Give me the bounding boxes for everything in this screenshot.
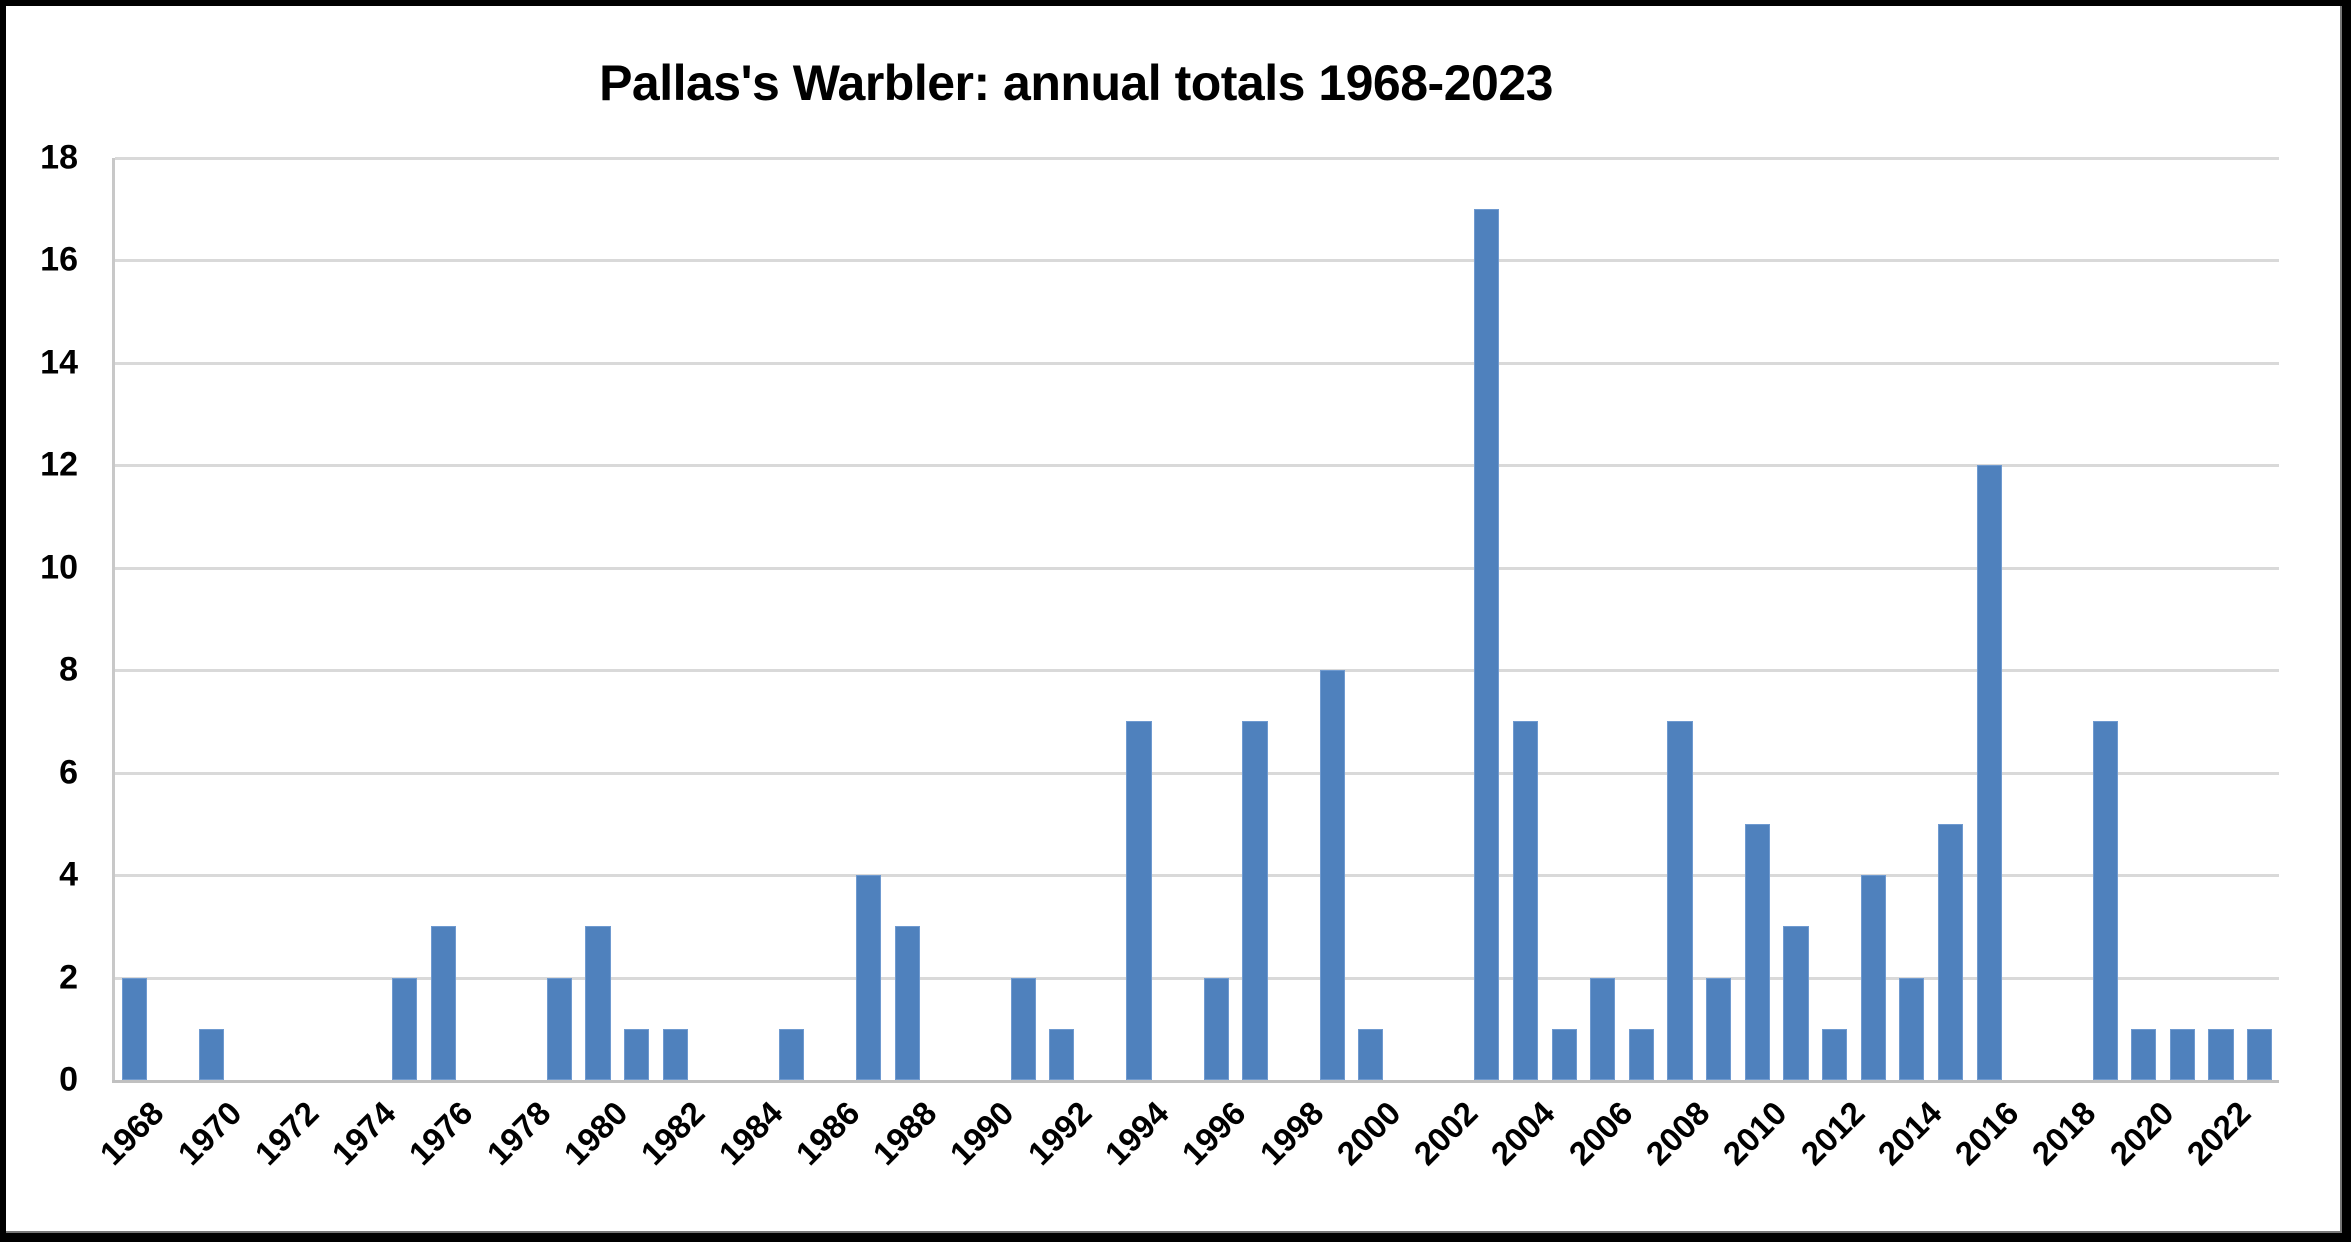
bar-2011 [1783, 926, 1809, 1080]
gridline [115, 771, 2279, 775]
bar-2015 [1937, 823, 1964, 1080]
bar-1975 [392, 977, 418, 1080]
bar-1985 [778, 1028, 804, 1080]
bar-1987 [855, 875, 882, 1080]
bar-1997 [1242, 721, 1268, 1080]
y-tick-label: 6 [59, 753, 78, 792]
y-tick-label: 18 [40, 138, 78, 177]
bar-2022 [2208, 1028, 2234, 1080]
x-axis-line [112, 1080, 2279, 1083]
y-tick-label: 2 [59, 958, 78, 997]
chart-title: Pallas's Warbler: annual totals 1968-202… [599, 55, 1553, 111]
bar-1999 [1319, 670, 1345, 1080]
y-tick-label: 16 [40, 240, 78, 279]
y-axis-line [112, 158, 115, 1080]
bar-1988 [894, 926, 920, 1080]
bar-2008 [1667, 721, 1693, 1080]
bar-2005 [1551, 1028, 1577, 1080]
bar-1992 [1049, 1028, 1075, 1080]
bar-2000 [1358, 1028, 1384, 1080]
bar-2013 [1860, 875, 1886, 1080]
bar-2020 [2131, 1028, 2157, 1080]
bar-2010 [1744, 823, 1770, 1080]
bar-2016 [1976, 465, 2002, 1080]
y-tick-label: 10 [40, 548, 78, 587]
y-tick-label: 0 [59, 1060, 78, 1099]
y-tick-label: 12 [40, 445, 78, 484]
bar-2021 [2169, 1028, 2195, 1080]
gridline [115, 259, 2279, 263]
bar-2014 [1899, 977, 1925, 1080]
y-tick-label: 14 [40, 343, 78, 382]
bar-2012 [1822, 1028, 1848, 1080]
bar-2006 [1590, 977, 1616, 1080]
gridline [115, 976, 2279, 980]
gridline [115, 157, 2279, 160]
gridline [115, 464, 2279, 468]
plot-area [112, 157, 2279, 1083]
bar-1991 [1010, 977, 1036, 1080]
bar-1982 [662, 1028, 688, 1080]
bar-1979 [546, 977, 572, 1080]
bar-2023 [2247, 1028, 2273, 1080]
bar-1970 [199, 1028, 225, 1080]
bar-1976 [430, 926, 456, 1080]
bar-1996 [1203, 977, 1229, 1080]
bar-1980 [585, 926, 611, 1080]
y-tick-label: 8 [59, 650, 78, 689]
bar-2019 [2092, 721, 2118, 1080]
gridline [115, 874, 2279, 878]
bar-2007 [1628, 1028, 1654, 1080]
bar-1981 [624, 1028, 650, 1080]
bar-2009 [1706, 977, 1732, 1080]
bar-1968 [121, 977, 147, 1080]
gridline [115, 669, 2279, 673]
bar-2003 [1474, 209, 1500, 1080]
bar-2004 [1512, 721, 1538, 1080]
gridline [115, 566, 2279, 570]
y-tick-label: 4 [59, 855, 78, 894]
gridline [115, 361, 2279, 365]
bar-1994 [1126, 721, 1152, 1080]
